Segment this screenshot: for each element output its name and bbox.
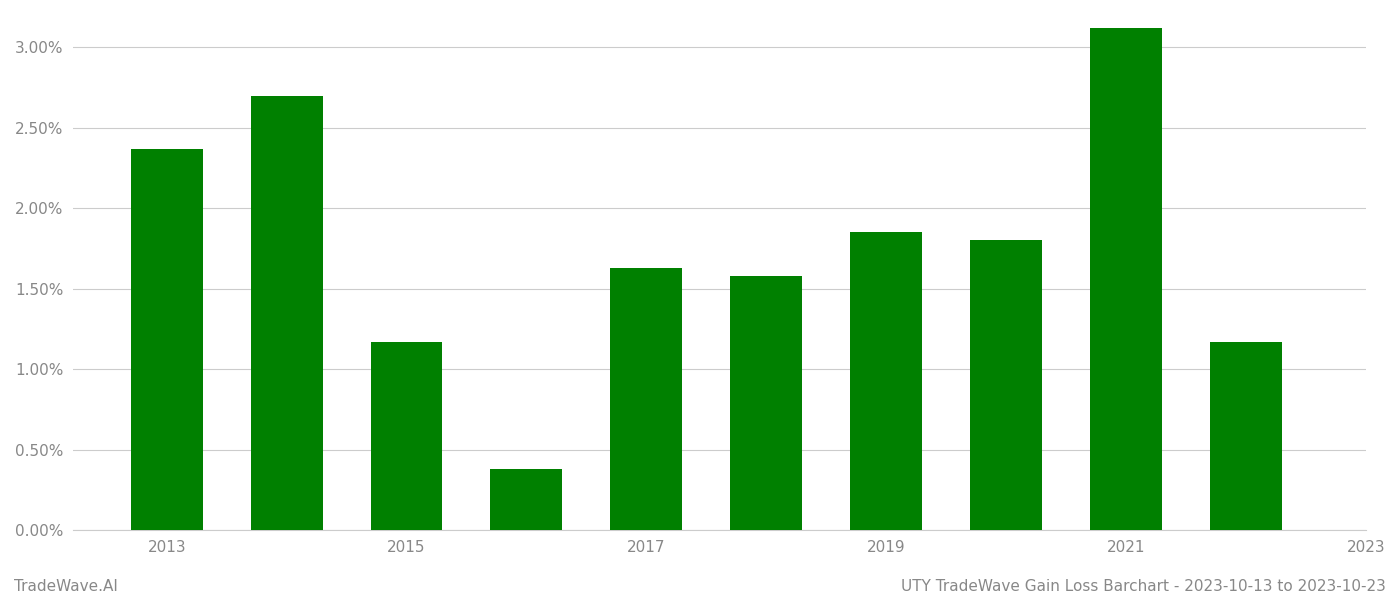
Text: UTY TradeWave Gain Loss Barchart - 2023-10-13 to 2023-10-23: UTY TradeWave Gain Loss Barchart - 2023-… [902,579,1386,594]
Bar [731,276,802,530]
Text: TradeWave.AI: TradeWave.AI [14,579,118,594]
Bar [490,469,563,530]
Bar [251,95,322,530]
Bar [610,268,682,530]
Bar [130,149,203,530]
Bar [1091,28,1162,530]
Bar [850,232,923,530]
Bar [1210,342,1282,530]
Bar [371,342,442,530]
Bar [970,241,1042,530]
